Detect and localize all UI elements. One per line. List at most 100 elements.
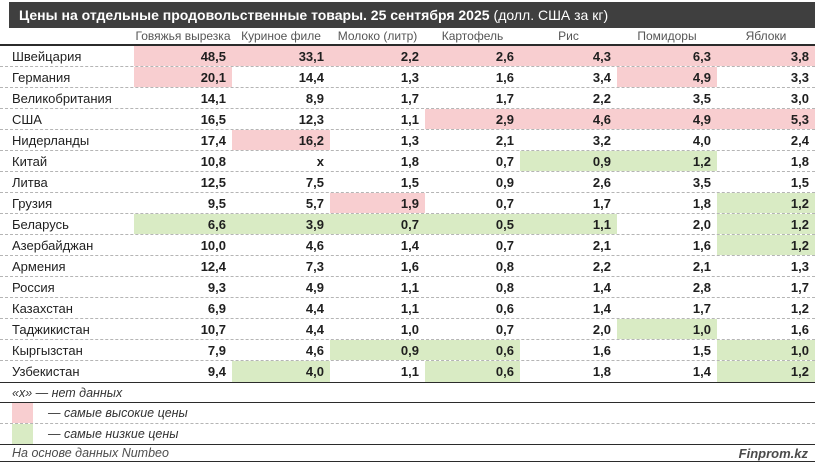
country-label: Великобритания (12, 90, 112, 106)
header-country-spacer (0, 28, 134, 44)
price-cell: 2,1 (692, 258, 711, 274)
country-label: Таджикистан (12, 321, 90, 337)
price-cell: х (316, 153, 324, 169)
price-cell: 9,3 (207, 279, 226, 295)
legend-low-label: — самые низкие цены (48, 427, 179, 441)
price-cell: 1,2 (717, 214, 815, 234)
table-row: Таджикистан 10,7 4,4 1,0 0,7 2,0 1,0 1,6 (0, 319, 815, 340)
price-cell: 0,9 (495, 174, 514, 190)
country-label: Беларусь (12, 216, 69, 232)
price-cell: 1,3 (400, 69, 419, 85)
price-cell: 1,4 (692, 364, 711, 379)
low-price-swatch (12, 424, 33, 444)
table-row: Азербайджан 10,0 4,6 1,4 0,7 2,1 1,6 1,2 (0, 235, 815, 256)
price-cell: 2,1 (495, 132, 514, 148)
price-cell: 16,2 (232, 130, 330, 150)
country-label: Швейцария (12, 48, 82, 64)
price-cell: 1,4 (592, 279, 611, 295)
price-cell: 1,2 (717, 193, 815, 213)
price-cell: 12,5 (200, 174, 226, 190)
country-label: Китай (12, 153, 48, 169)
price-cell: 2,1 (592, 237, 611, 253)
country-label: Азербайджан (12, 237, 94, 253)
brand-logo: Finprom.kz (738, 445, 808, 461)
price-cell: 1,8 (400, 153, 419, 169)
page-title: Цены на отдельные продовольственные това… (19, 7, 490, 23)
table-row: Кыргызстан 7,9 4,6 0,9 0,6 1,6 1,5 1,0 (0, 340, 815, 361)
price-cell: 3,9 (232, 214, 330, 234)
price-cell: 1,5 (790, 174, 809, 190)
column-header: Куриное филе (241, 29, 321, 43)
price-cell: 2,4 (790, 132, 809, 148)
price-cell: 1,6 (692, 237, 711, 253)
price-cell: 1,6 (592, 342, 611, 358)
price-cell: 6,3 (617, 46, 717, 66)
price-cell: 3,5 (692, 90, 711, 106)
price-cell: 2,2 (330, 46, 425, 66)
country-label: США (12, 111, 42, 127)
table-row: Литва 12,5 7,5 1,5 0,9 2,6 3,5 1,5 (0, 172, 815, 193)
country-label: Казахстан (12, 300, 73, 316)
price-cell: 0,6 (425, 340, 520, 360)
price-cell: 2,2 (592, 258, 611, 274)
page-title-units: (долл. США за кг) (493, 7, 609, 23)
price-cell: 2,6 (592, 174, 611, 190)
price-cell: 12,3 (298, 111, 324, 127)
column-header: Рис (558, 29, 579, 43)
price-cell: 14,4 (298, 69, 324, 85)
price-cell: 4,9 (617, 67, 717, 87)
price-cell: 20,1 (134, 67, 232, 87)
table-row: Великобритания 14,1 8,9 1,7 1,7 2,2 3,5 3,0 (0, 88, 815, 109)
price-cell: 48,5 (134, 46, 232, 66)
price-cell: 4,9 (305, 279, 324, 295)
price-cell: 7,5 (305, 174, 324, 190)
legend-high-label: — самые высокие цены (48, 406, 188, 420)
price-cell: 2,0 (592, 321, 611, 337)
price-cell: 1,7 (790, 279, 809, 295)
data-source-note: На основе данных Numbeo (12, 446, 169, 460)
price-cell: 1,3 (790, 258, 809, 274)
price-cell: 3,8 (717, 46, 815, 66)
country-label: Литва (12, 174, 48, 190)
price-cell: 1,2 (617, 151, 717, 171)
price-cell: 5,7 (305, 195, 324, 211)
table-row: Германия 20,1 14,4 1,3 1,6 3,4 4,9 3,3 (0, 67, 815, 88)
price-cell: 17,4 (200, 132, 226, 148)
column-header: Говяжья вырезка (135, 29, 231, 43)
price-cell: 0,7 (495, 153, 514, 169)
price-cell: 1,8 (592, 364, 611, 379)
price-cell: 14,1 (200, 90, 226, 106)
price-cell: 4,4 (305, 300, 324, 316)
price-cell: 3,4 (592, 69, 611, 85)
price-cell: 3,5 (692, 174, 711, 190)
price-cell: 1,2 (717, 235, 815, 255)
price-cell: 1,1 (400, 279, 419, 295)
title-bar: Цены на отдельные продовольственные това… (9, 2, 815, 28)
price-cell: 1,8 (790, 153, 809, 169)
price-cell: 1,7 (400, 90, 419, 106)
price-cell: 0,7 (495, 321, 514, 337)
table-row: Казахстан 6,9 4,4 1,1 0,6 1,4 1,7 1,2 (0, 298, 815, 319)
price-cell: 0,5 (425, 214, 520, 234)
price-cell: 7,3 (305, 258, 324, 274)
price-cell: 1,2 (717, 361, 815, 382)
price-cell: 7,9 (207, 342, 226, 358)
price-cell: 1,7 (495, 90, 514, 106)
column-header: Помидоры (637, 29, 697, 43)
price-cell: 12,4 (200, 258, 226, 274)
price-cell: 4,3 (520, 46, 617, 66)
country-label: Армения (12, 258, 66, 274)
footer: На основе данных Numbeo Finprom.kz (0, 445, 815, 462)
country-label: Германия (12, 69, 71, 85)
price-cell: 1,6 (790, 321, 809, 337)
price-cell: 1,2 (790, 300, 809, 316)
price-cell: 1,1 (400, 364, 419, 379)
no-data-note: «х» — нет данных (0, 383, 815, 403)
price-cell: 1,5 (400, 174, 419, 190)
price-cell: 0,7 (495, 195, 514, 211)
price-cell: 1,1 (400, 111, 419, 127)
country-label: Кыргызстан (12, 342, 83, 358)
price-cell: 0,9 (330, 340, 425, 360)
column-header: Яблоки (745, 29, 787, 43)
price-cell: 0,8 (495, 258, 514, 274)
